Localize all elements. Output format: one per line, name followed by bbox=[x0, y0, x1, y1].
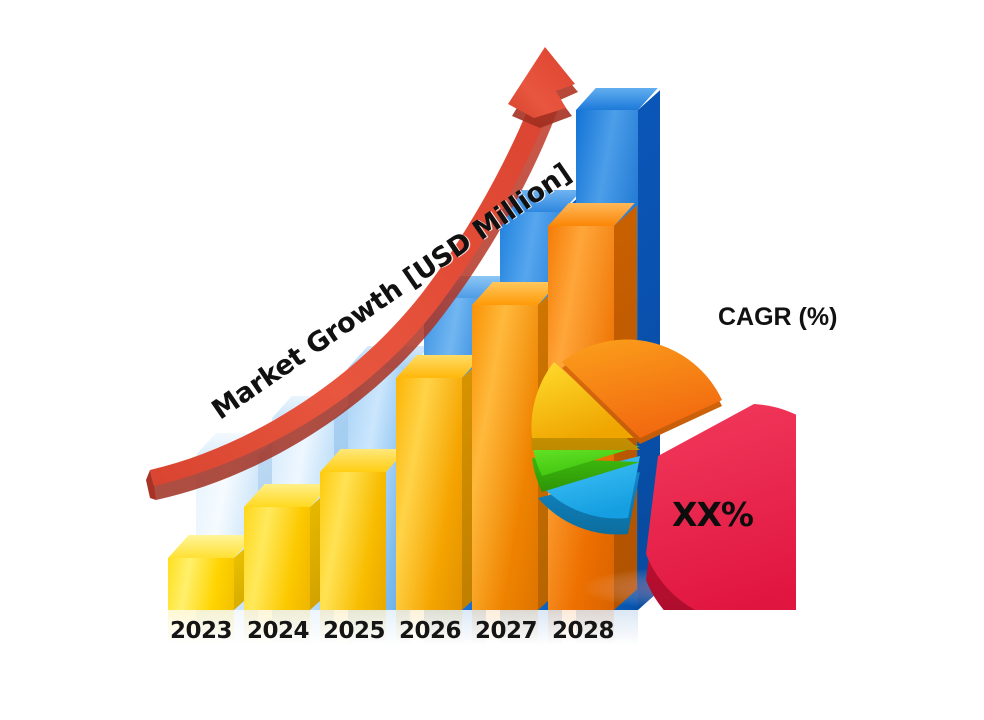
pie-slice-gold bbox=[531, 362, 640, 450]
year-label-2023: 2023 bbox=[169, 618, 233, 644]
bar-front-face bbox=[244, 507, 310, 610]
bar-front-2024 bbox=[244, 484, 333, 644]
year-label-2025: 2025 bbox=[322, 618, 386, 644]
bar-reflection bbox=[424, 610, 486, 646]
year-label-2028: 2028 bbox=[551, 618, 615, 644]
pie-slice-crimson bbox=[646, 404, 796, 610]
pie-slice-orange bbox=[562, 339, 722, 444]
bar-reflection bbox=[472, 610, 538, 644]
bar-reflection bbox=[244, 610, 310, 644]
bar-reflection bbox=[576, 610, 638, 646]
bar-front-face bbox=[168, 558, 234, 610]
bar-front-2025 bbox=[320, 449, 407, 644]
pie-slice-green bbox=[532, 442, 640, 492]
bar-reflection bbox=[500, 610, 562, 646]
bar-front-2027 bbox=[472, 282, 561, 644]
pie-slice-cyan bbox=[538, 456, 640, 535]
bar-front-face bbox=[396, 378, 462, 610]
bar-reflection bbox=[396, 610, 462, 644]
bar-reflection bbox=[348, 610, 410, 646]
bar-front-face bbox=[320, 472, 386, 610]
bar-reflection bbox=[272, 610, 334, 646]
bar-reflection bbox=[168, 610, 234, 644]
bar-reflection bbox=[196, 610, 258, 646]
year-label-2026: 2026 bbox=[398, 618, 462, 644]
cagr-title: CAGR (%) bbox=[718, 303, 838, 331]
bar-front-face bbox=[472, 305, 538, 610]
year-label-2027: 2027 bbox=[474, 618, 538, 644]
bar-reflection bbox=[548, 610, 614, 644]
pie-value-label: XX% bbox=[672, 495, 754, 534]
year-label-2024: 2024 bbox=[246, 618, 310, 644]
bar-front-2023 bbox=[168, 535, 257, 644]
pie-chart bbox=[531, 339, 796, 610]
bar-reflection bbox=[320, 610, 386, 644]
bar-front-2026 bbox=[396, 355, 485, 644]
